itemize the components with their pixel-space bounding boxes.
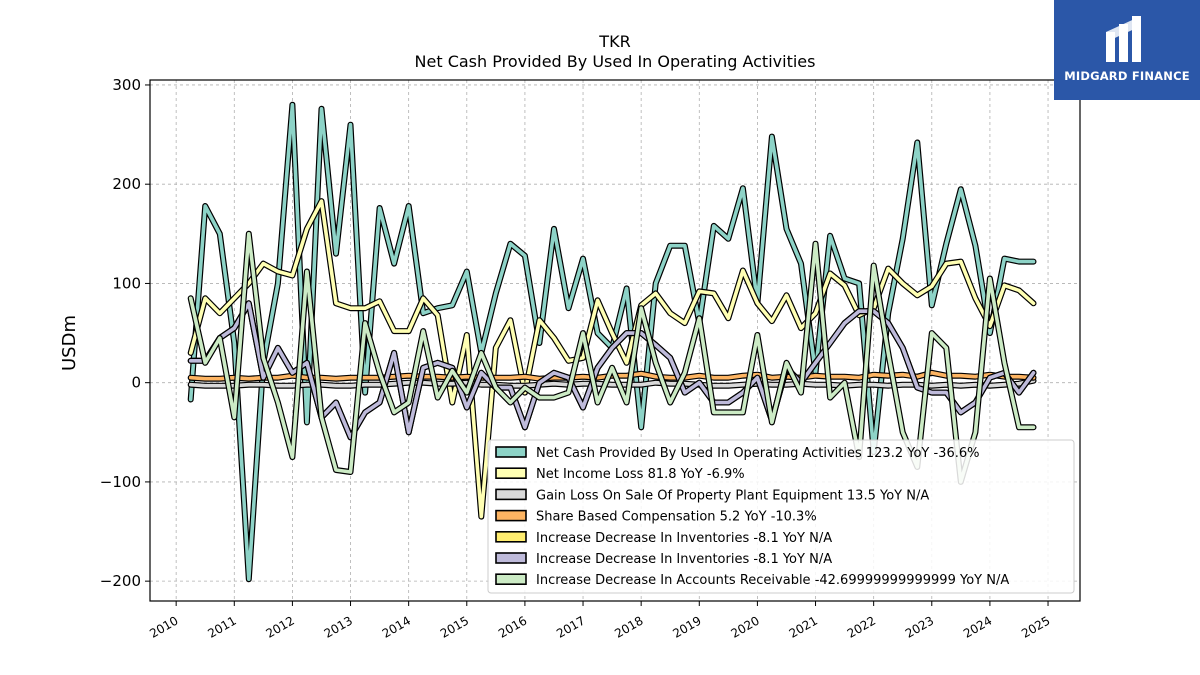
chart-subtitle: Net Cash Provided By Used In Operating A… [415, 52, 816, 71]
x-tick-label: 2011 [205, 613, 238, 640]
brand-logo: MIDGARD FINANCE [1054, 0, 1200, 100]
x-tick-label: 2017 [554, 613, 587, 640]
x-tick-label: 2010 [147, 613, 180, 640]
plot-area [149, 79, 1081, 602]
x-tick-label: 2014 [380, 613, 413, 640]
x-tick-label: 2022 [845, 613, 878, 640]
legend-swatch [495, 509, 527, 522]
legend-swatch [495, 446, 527, 458]
legend-box [487, 439, 1075, 594]
x-tick-label: 2019 [670, 613, 703, 640]
chart-title: TKR [598, 32, 630, 51]
x-tick-label: 2015 [438, 613, 471, 640]
legend-swatch [495, 530, 527, 543]
legend-entry: Gain Loss On Sale Of Property Plant Equi… [536, 488, 929, 503]
series-line [188, 232, 1036, 484]
x-tick-label: 2020 [728, 613, 761, 640]
legend-entry: Increase Decrease In Inventories -8.1 Yo… [536, 552, 832, 567]
y-tick-label: 0 [131, 374, 141, 392]
x-tick-label: 2021 [787, 613, 820, 640]
brand-name: MIDGARD FINANCE [1064, 69, 1190, 83]
legend-swatch [495, 552, 527, 564]
x-tick-label: 2018 [612, 613, 645, 640]
x-tick-label: 2024 [961, 613, 994, 640]
x-tick-label: 2025 [1019, 613, 1052, 640]
legend-entry: Net Income Loss 81.8 YoY -6.9% [536, 467, 745, 482]
legend-swatch [495, 488, 527, 501]
y-tick-label: 100 [112, 274, 141, 292]
y-tick-label: −100 [100, 473, 141, 491]
series-1 [187, 198, 1037, 520]
x-tick-label: 2013 [322, 613, 355, 640]
y-tick-label: 200 [112, 175, 141, 193]
series-6 [187, 230, 1037, 485]
legend-entry: Increase Decrease In Accounts Receivable… [536, 573, 1009, 588]
legend-entry: Net Cash Provided By Used In Operating A… [536, 446, 979, 461]
legend-entry: Increase Decrease In Inventories -8.1 Yo… [536, 531, 832, 546]
legend-swatch [495, 467, 527, 480]
x-tick-label: 2023 [903, 613, 936, 640]
series-5 [187, 300, 1037, 441]
series-lines [187, 101, 1037, 583]
series-line [188, 301, 1036, 440]
x-tick-label: 2016 [496, 613, 529, 640]
midgard-logo-icon [1106, 16, 1141, 62]
x-tick-label: 2012 [263, 613, 296, 640]
y-axis-label: USDm [59, 315, 80, 371]
y-tick-label: 300 [112, 76, 141, 94]
y-tick-label: −200 [100, 572, 141, 590]
legend-entry: Share Based Compensation 5.2 YoY -10.3% [536, 510, 817, 525]
legend-swatch [495, 573, 527, 586]
series-line [188, 199, 1036, 519]
legend: Net Cash Provided By Used In Operating A… [487, 439, 1075, 594]
